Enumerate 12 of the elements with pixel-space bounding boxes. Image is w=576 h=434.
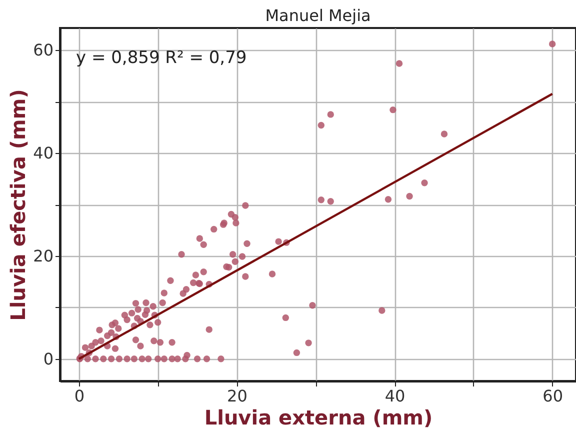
- x-axis-title: Lluvia externa (mm): [204, 406, 433, 430]
- y-tick-label: 60: [33, 40, 54, 60]
- x-tick-label: 60: [542, 386, 564, 406]
- y-tick-label: 40: [33, 144, 54, 163]
- chart-title: Manuel Mejia: [265, 6, 371, 25]
- x-tick-label: 20: [227, 386, 248, 406]
- y-tick-label: 0: [43, 349, 54, 368]
- y-tick-label: 20: [33, 246, 54, 266]
- y-axis-title: Lluvia efectiva (mm): [6, 89, 30, 321]
- x-tick-label: 40: [384, 386, 406, 406]
- annotation: y = 0,859 R² = 0,79: [76, 48, 247, 68]
- x-tick-label: 0: [74, 386, 85, 406]
